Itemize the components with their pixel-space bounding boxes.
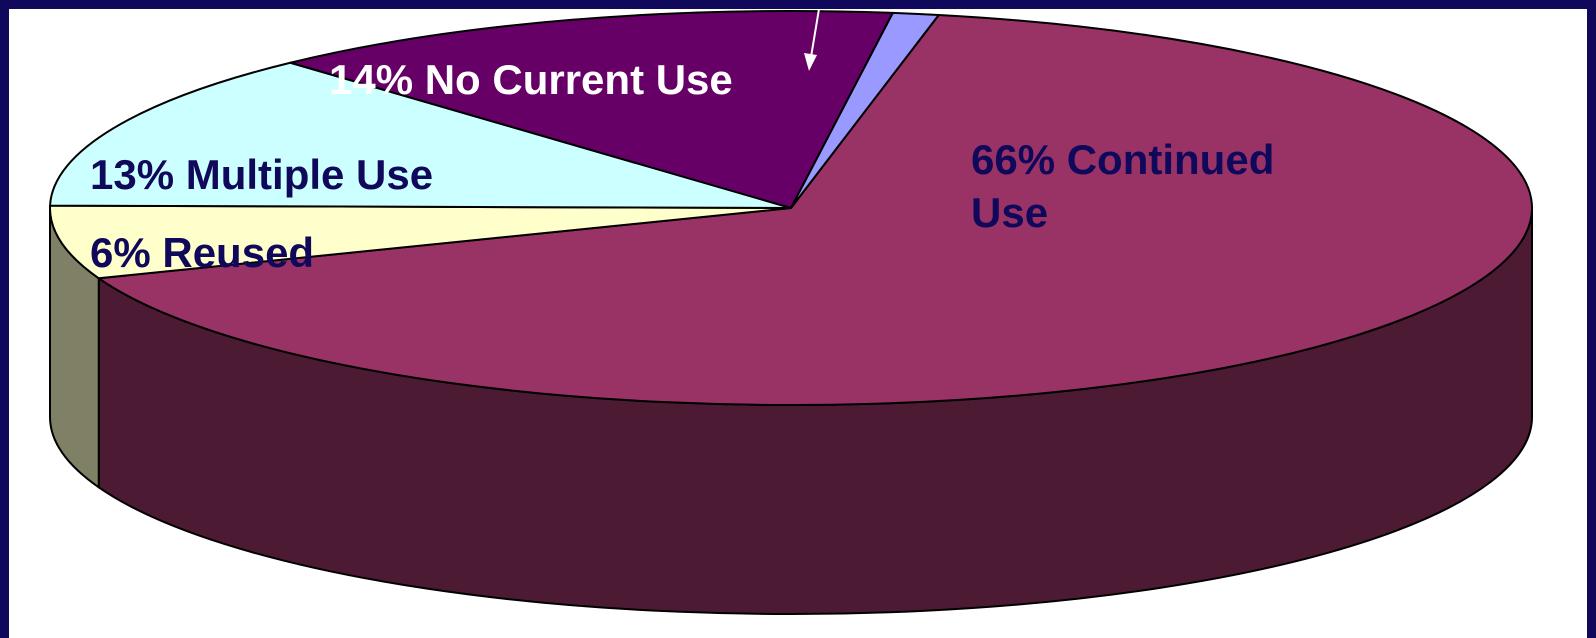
slice-continued-use bbox=[97, 13, 1533, 406]
pointer-arrow bbox=[804, 9, 821, 71]
slice-multiple-use bbox=[49, 61, 792, 209]
label-line: 66% Continued bbox=[971, 136, 1274, 183]
label-reused: 6% Reused bbox=[90, 229, 314, 276]
slice-no-current-use bbox=[289, 10, 894, 209]
pointer-head bbox=[804, 53, 817, 71]
label-no-current-use: 14% No Current Use bbox=[329, 56, 733, 103]
label-line: Use bbox=[971, 189, 1048, 236]
pie-slices bbox=[49, 10, 1533, 406]
chart-area: 66% Continued Use 6% Reused 13% Multiple Us… bbox=[9, 9, 1587, 638]
pie-labels: 66% Continued Use 6% Reused 13% Multiple Us… bbox=[90, 56, 1274, 276]
pie-chart: 66% Continued Use 6% Reused 13% Multiple Us… bbox=[49, 9, 1533, 615]
slice-reused bbox=[49, 204, 792, 280]
pointer-line bbox=[810, 9, 821, 58]
label-line: 13% Multiple Use bbox=[90, 151, 433, 198]
slice-other bbox=[790, 11, 940, 209]
label-continued-use: 66% Continued Use bbox=[971, 136, 1274, 236]
label-multiple-use: 13% Multiple Use bbox=[90, 151, 433, 198]
label-line: 14% No Current Use bbox=[329, 56, 733, 103]
label-line: 6% Reused bbox=[90, 229, 314, 276]
